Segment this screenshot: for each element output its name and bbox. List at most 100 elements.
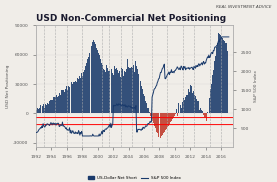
- Bar: [118, 73, 119, 113]
- Bar: [157, 113, 158, 133]
- Bar: [226, 43, 227, 113]
- Bar: [47, 103, 48, 113]
- Bar: [82, 76, 83, 113]
- Bar: [58, 96, 59, 113]
- Bar: [217, 38, 218, 113]
- Bar: [159, 113, 160, 139]
- Bar: [209, 98, 210, 113]
- Bar: [90, 51, 91, 113]
- Bar: [71, 82, 72, 113]
- Bar: [216, 47, 217, 113]
- Bar: [38, 109, 39, 113]
- Bar: [194, 95, 195, 113]
- Bar: [67, 90, 68, 113]
- Bar: [156, 113, 157, 132]
- Bar: [55, 97, 56, 113]
- Bar: [98, 53, 99, 113]
- Bar: [218, 33, 219, 113]
- Bar: [169, 113, 170, 124]
- Bar: [131, 67, 132, 113]
- Bar: [151, 113, 152, 117]
- Bar: [49, 101, 50, 113]
- Bar: [183, 98, 184, 113]
- Bar: [41, 107, 42, 113]
- Bar: [227, 51, 228, 113]
- Bar: [162, 113, 163, 135]
- Bar: [110, 81, 111, 113]
- Bar: [73, 82, 74, 113]
- Bar: [54, 97, 55, 113]
- Bar: [214, 61, 215, 113]
- Bar: [225, 43, 226, 113]
- Bar: [89, 53, 90, 113]
- Bar: [150, 113, 151, 116]
- Bar: [44, 108, 45, 113]
- Bar: [228, 56, 229, 113]
- Bar: [104, 70, 105, 113]
- Bar: [61, 90, 62, 113]
- Bar: [79, 77, 80, 113]
- Bar: [144, 96, 145, 113]
- Bar: [148, 110, 149, 113]
- Bar: [59, 93, 60, 113]
- Bar: [81, 73, 82, 113]
- Bar: [210, 93, 211, 113]
- Bar: [36, 110, 37, 113]
- Bar: [177, 113, 178, 116]
- Bar: [122, 69, 123, 113]
- Bar: [113, 75, 114, 113]
- Bar: [154, 113, 155, 126]
- Bar: [198, 101, 199, 113]
- Bar: [184, 100, 185, 113]
- Bar: [166, 113, 167, 128]
- Bar: [95, 44, 96, 113]
- Bar: [206, 113, 207, 121]
- Bar: [160, 113, 161, 138]
- Bar: [161, 113, 162, 136]
- Bar: [46, 105, 47, 113]
- Bar: [97, 50, 98, 113]
- Bar: [43, 104, 44, 113]
- Bar: [152, 113, 153, 121]
- Bar: [76, 82, 77, 113]
- Bar: [143, 94, 144, 113]
- Bar: [126, 69, 127, 113]
- Bar: [174, 113, 175, 116]
- Bar: [115, 69, 116, 113]
- Bar: [186, 95, 187, 113]
- Bar: [223, 40, 224, 113]
- Bar: [164, 113, 165, 132]
- Bar: [48, 98, 49, 113]
- Bar: [85, 66, 86, 113]
- Bar: [52, 100, 53, 113]
- Bar: [135, 61, 136, 113]
- Bar: [196, 99, 197, 113]
- Y-axis label: USD Net Positioning: USD Net Positioning: [6, 65, 10, 108]
- Bar: [88, 57, 89, 113]
- Bar: [173, 113, 174, 118]
- Bar: [129, 68, 130, 113]
- Bar: [207, 112, 208, 113]
- Bar: [193, 91, 194, 113]
- Bar: [42, 106, 43, 113]
- Bar: [127, 59, 128, 113]
- Bar: [77, 78, 78, 113]
- Bar: [170, 113, 171, 122]
- Bar: [213, 70, 214, 113]
- Text: USD Non-Commercial Net Positioning: USD Non-Commercial Net Positioning: [36, 14, 226, 23]
- Bar: [221, 37, 222, 113]
- Bar: [51, 100, 52, 113]
- Legend: US-Dollar Net Short, S&P 500 Index: US-Dollar Net Short, S&P 500 Index: [86, 175, 183, 182]
- Bar: [137, 69, 138, 113]
- Bar: [78, 79, 79, 113]
- Bar: [204, 113, 205, 117]
- Bar: [63, 90, 64, 113]
- Bar: [75, 81, 76, 113]
- Bar: [100, 59, 101, 113]
- Bar: [80, 78, 81, 113]
- Bar: [114, 66, 115, 113]
- Bar: [105, 72, 106, 113]
- Bar: [62, 90, 63, 113]
- Bar: [146, 103, 147, 113]
- Bar: [96, 48, 97, 113]
